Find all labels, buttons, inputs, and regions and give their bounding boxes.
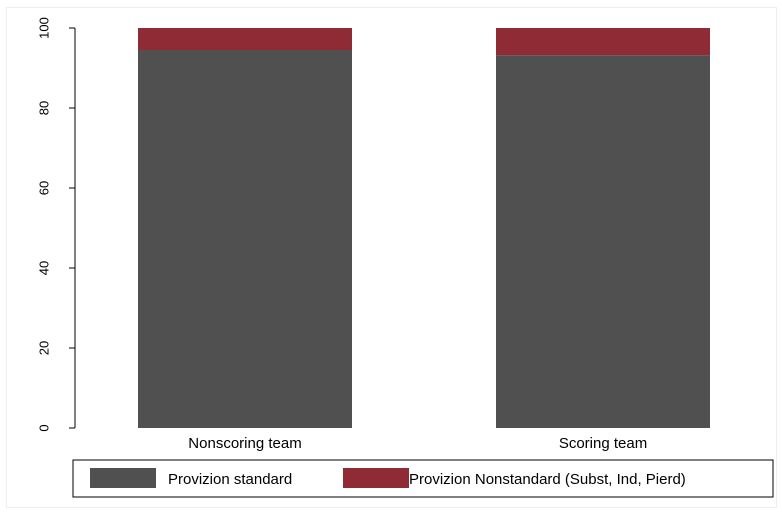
y-tick-label: 0: [37, 424, 52, 431]
y-tick-label: 60: [37, 181, 52, 195]
bar-segment: [496, 28, 710, 56]
y-tick-label: 80: [37, 101, 52, 115]
bar-segment: [138, 28, 352, 50]
legend: Provizion standard Provizion Nonstandard …: [90, 468, 686, 488]
y-axis-ticks: 0 20 40 60 80 100: [37, 17, 75, 432]
bar-segment: [138, 50, 352, 428]
legend-swatch: [343, 468, 409, 488]
y-tick-label: 20: [37, 341, 52, 355]
legend-box: [72, 459, 774, 498]
category-label: Scoring team: [559, 435, 647, 452]
bar-segment: [496, 55, 710, 428]
category-label: Nonscoring team: [188, 435, 301, 452]
chart-outer-frame: [6, 7, 777, 508]
y-tick-label: 40: [37, 261, 52, 275]
legend-label: Provizion standard: [168, 471, 292, 488]
y-tick-label: 100: [37, 17, 52, 39]
legend-label: Provizion Nonstandard (Subst, Ind, Pierd…: [409, 471, 686, 488]
legend-swatch: [90, 468, 156, 488]
bars: [138, 28, 710, 428]
x-axis-category-labels: Nonscoring team Scoring team: [188, 435, 647, 452]
